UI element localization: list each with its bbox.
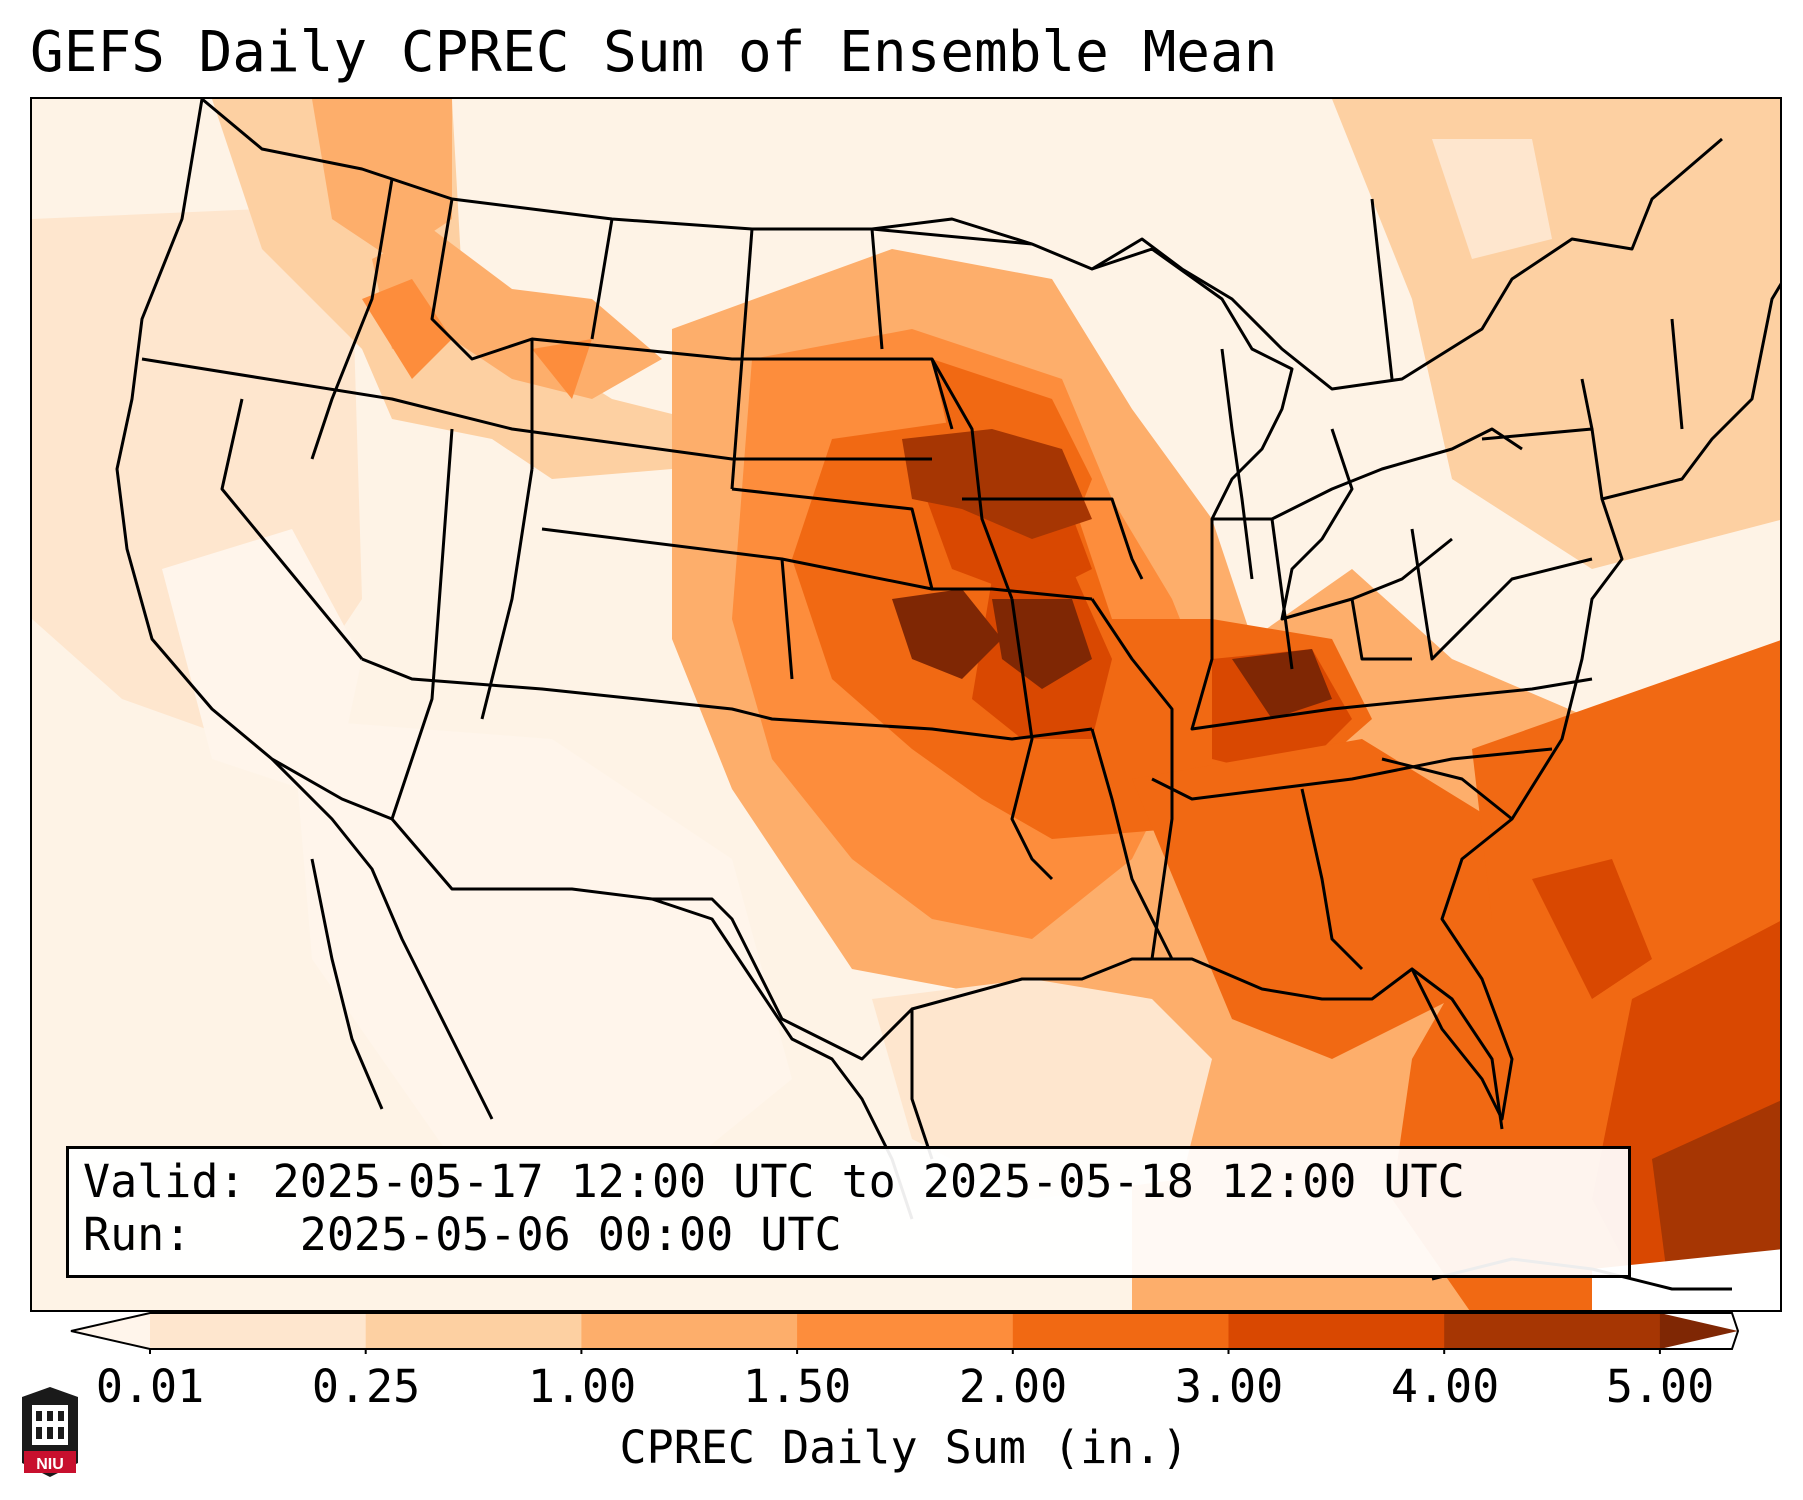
- niu-logo-icon: NIU: [22, 1387, 78, 1477]
- colorbar-tick: 3.00: [1174, 1360, 1284, 1413]
- colorbar-tick: 1.00: [527, 1360, 637, 1413]
- colorbar-segment: [365, 1313, 583, 1349]
- precip-map: [30, 97, 1782, 1312]
- run-value: 2025-05-06 00:00 UTC: [299, 1208, 842, 1261]
- colorbar-segment: [1228, 1313, 1446, 1349]
- colorbar-segment: [1444, 1313, 1661, 1349]
- colorbar-tick: 2.00: [958, 1360, 1068, 1413]
- colorbar-extend-high: [1659, 1313, 1738, 1349]
- colorbar-segment: [1012, 1313, 1230, 1349]
- niu-logo-text: NIU: [36, 1456, 64, 1473]
- valid-value: 2025-05-17 12:00 UTC to 2025-05-18 12:00…: [272, 1155, 1465, 1208]
- colorbar-tick: 5.00: [1605, 1360, 1715, 1413]
- colorbar-segment: [581, 1313, 799, 1349]
- colorbar-segment: [797, 1313, 1014, 1349]
- colorbar-tick: 1.50: [742, 1360, 852, 1413]
- colorbar-tick: 0.25: [311, 1360, 421, 1413]
- page-title: GEFS Daily CPREC Sum of Ensemble Mean: [30, 20, 1278, 85]
- run-label: Run:: [83, 1208, 192, 1261]
- colorbar-tick: 0.01: [95, 1360, 205, 1413]
- colorbar-tick: 4.00: [1390, 1360, 1500, 1413]
- colorbar-label: CPREC Daily Sum (in.): [619, 1421, 1189, 1474]
- colorbar-extend-low: [71, 1313, 150, 1349]
- colorbar: [70, 1312, 1740, 1354]
- valid-run-info-box: Valid: 2025-05-17 12:00 UTC to 2025-05-1…: [66, 1146, 1631, 1278]
- precip-field: [32, 99, 1780, 1310]
- valid-label: Valid:: [83, 1155, 246, 1208]
- colorbar-segment: [150, 1313, 367, 1349]
